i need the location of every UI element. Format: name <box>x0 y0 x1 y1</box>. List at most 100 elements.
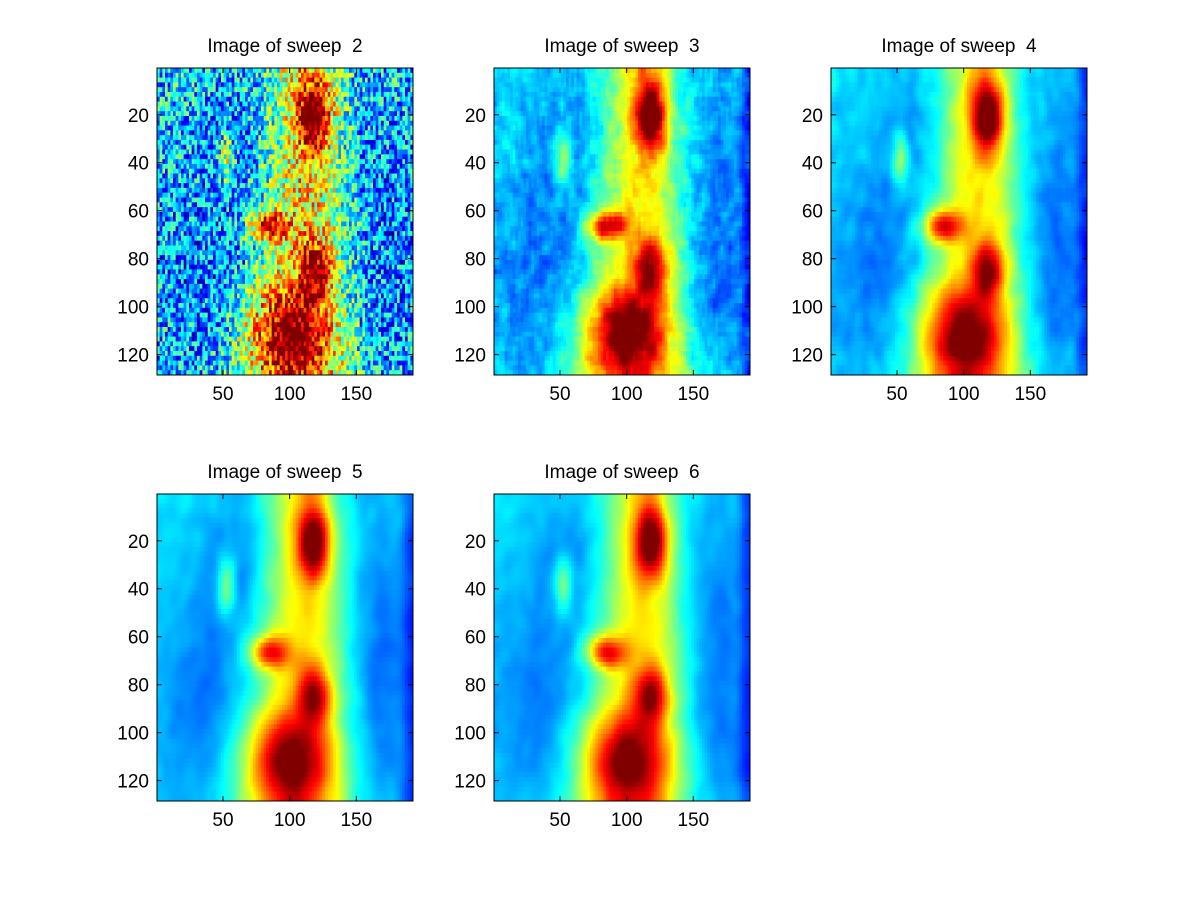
heatmap-cell <box>239 120 243 127</box>
heatmap-cell <box>375 68 379 74</box>
heatmap-cell <box>309 264 313 271</box>
heatmap-cell <box>221 149 225 155</box>
heatmap-cell <box>397 111 401 117</box>
heatmap-cell <box>287 264 291 271</box>
heatmap-cell <box>386 269 390 275</box>
heatmap-cell <box>189 154 193 160</box>
heatmap-cell <box>378 168 382 175</box>
heatmap-cell <box>303 202 307 208</box>
heatmap-cell <box>223 235 227 242</box>
heatmap-cell <box>165 106 169 112</box>
heatmap-cell <box>266 149 270 155</box>
heatmap-cell <box>165 111 169 117</box>
heatmap-cell <box>394 82 398 88</box>
heatmap-cell <box>199 303 203 309</box>
heatmap-cell <box>362 264 366 271</box>
heatmap-cell <box>290 159 294 165</box>
heatmap-cell <box>354 269 358 275</box>
heatmap-cell <box>167 91 171 98</box>
heatmap-cell <box>189 221 193 227</box>
heatmap-cell <box>189 269 193 275</box>
heatmap-cell <box>221 106 225 112</box>
heatmap-cell <box>343 245 347 251</box>
heatmap-cell <box>159 207 163 213</box>
heatmap-cell <box>159 303 163 309</box>
heatmap-cell <box>314 91 318 98</box>
heatmap-cell <box>301 264 305 271</box>
heatmap-cell <box>338 245 342 251</box>
heatmap-cell <box>317 264 321 271</box>
heatmap-cell <box>399 163 403 170</box>
heatmap-cell <box>357 216 361 223</box>
heatmap-cell <box>215 279 219 285</box>
heatmap-cell <box>362 240 366 247</box>
heatmap-cell <box>405 178 409 184</box>
heatmap-cell <box>157 187 161 194</box>
heatmap-cell <box>386 274 390 280</box>
heatmap-cell <box>183 87 187 93</box>
heatmap-cell <box>410 269 413 275</box>
heatmap-cell <box>186 307 190 314</box>
heatmap-cell <box>274 231 278 237</box>
heatmap-cell <box>314 183 318 189</box>
heatmap-cell <box>178 240 182 247</box>
heatmap-cell <box>266 279 270 285</box>
heatmap-cell <box>309 77 313 83</box>
heatmap-cell <box>383 72 387 79</box>
heatmap-cell <box>333 96 337 103</box>
heatmap-cell <box>250 202 254 208</box>
heatmap-cell <box>194 149 198 155</box>
heatmap-cell <box>226 154 230 160</box>
heatmap-cell <box>405 87 409 93</box>
heatmap-cell <box>277 307 281 314</box>
heatmap-cell <box>325 120 329 127</box>
heatmap-cell <box>186 259 190 266</box>
heatmap-cell <box>282 274 286 280</box>
heatmap-cell <box>223 288 227 295</box>
heatmap-cell <box>370 111 374 117</box>
heatmap-cell <box>178 197 182 203</box>
heatmap-cell <box>223 264 227 271</box>
heatmap-cell <box>197 101 201 107</box>
heatmap-cell <box>405 307 409 314</box>
heatmap-cell <box>178 77 182 83</box>
heatmap-cell <box>317 159 321 165</box>
heatmap-cell <box>381 226 385 232</box>
heatmap-cell <box>349 139 353 146</box>
heatmap-cell <box>351 231 355 237</box>
heatmap-cell <box>402 264 406 271</box>
heatmap-cell <box>274 255 278 261</box>
heatmap-cell <box>229 221 233 227</box>
heatmap-cell <box>402 87 406 93</box>
heatmap-cell <box>341 139 345 146</box>
heatmap-cell <box>298 293 302 299</box>
heatmap-cell <box>202 197 206 203</box>
heatmap-cell <box>311 293 315 299</box>
heatmap-cell <box>402 221 406 227</box>
heatmap-cell <box>394 269 398 275</box>
heatmap-cell <box>282 211 286 218</box>
heatmap-cell <box>277 187 281 194</box>
heatmap-cell <box>266 255 270 261</box>
heatmap-cell <box>245 274 249 280</box>
heatmap-cell <box>178 312 182 319</box>
heatmap-cell <box>261 106 265 112</box>
heatmap-cell <box>258 77 262 83</box>
heatmap-cell <box>255 235 259 242</box>
heatmap-cell <box>170 173 174 179</box>
heatmap-cell <box>330 130 334 136</box>
heatmap-cell <box>178 221 182 227</box>
heatmap-cell <box>394 283 398 290</box>
heatmap-cell <box>178 202 182 208</box>
heatmap-cell <box>327 221 331 227</box>
heatmap-cell <box>293 91 297 98</box>
heatmap-cell <box>359 101 363 107</box>
heatmap-cell <box>175 72 179 79</box>
heatmap-cell <box>367 139 371 146</box>
heatmap-cell <box>191 173 195 179</box>
heatmap-cell <box>338 221 342 227</box>
heatmap-cell <box>375 154 379 160</box>
heatmap-cell <box>173 250 177 256</box>
heatmap-cell <box>186 183 190 189</box>
heatmap-cell <box>354 221 358 227</box>
